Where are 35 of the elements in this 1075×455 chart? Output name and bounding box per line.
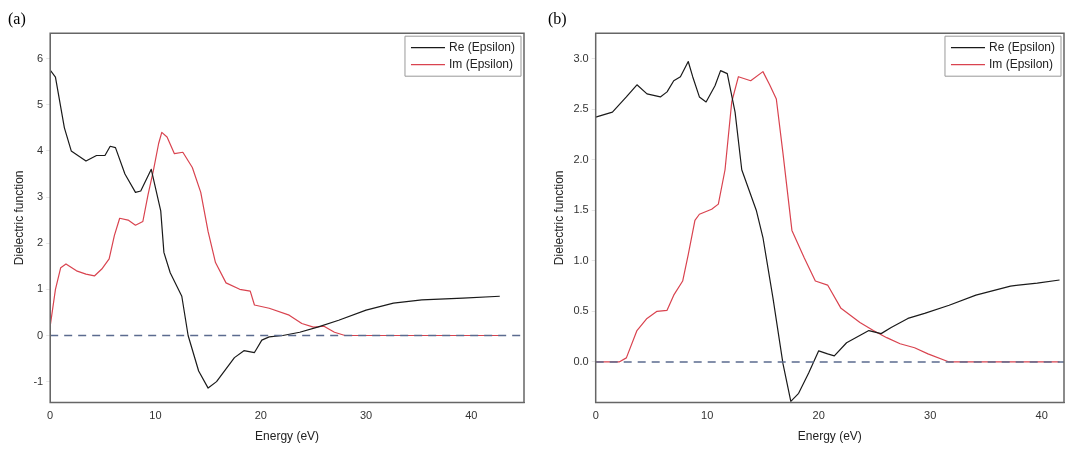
x-tick-label: 30: [359, 409, 373, 422]
x-tick-label: 20: [812, 409, 825, 422]
x-axis-title: Energy (eV): [255, 429, 320, 444]
x-tick-label: 40: [1035, 409, 1048, 422]
chart-title: (b): [548, 9, 567, 28]
y-tick-label: 1.5: [573, 203, 589, 216]
x-tick-label: 20: [254, 409, 267, 422]
y-tick-label: 0.0: [573, 354, 589, 367]
y-tick-label: 3.0: [573, 51, 589, 64]
y-tick-label: 3: [37, 190, 44, 203]
y-tick-label: 4: [37, 143, 44, 156]
y-tick-label: 6: [37, 51, 44, 64]
legend-label: Re (Epsilon): [448, 40, 516, 55]
x-axis-title: Energy (eV): [797, 429, 862, 444]
y-axis-title: Dielectric function: [551, 170, 566, 266]
y-tick-label: 2: [37, 236, 44, 249]
y-tick-label: 0.5: [573, 304, 589, 317]
y-tick-label: 2.5: [573, 102, 589, 115]
y-tick-label: 0: [37, 328, 44, 341]
x-tick-label: 40: [465, 409, 478, 422]
legend-label: Im (Epsilon): [988, 57, 1053, 72]
chart-title: (a): [8, 9, 26, 28]
x-tick-label: 0: [47, 409, 54, 422]
legend-label: Im (Epsilon): [448, 57, 513, 72]
x-tick-label: 10: [149, 409, 162, 422]
y-tick-label: -1: [33, 374, 44, 387]
y-axis-title: Dielectric function: [11, 170, 26, 266]
legend-label: Re (Epsilon): [988, 40, 1056, 55]
x-tick-label: 0: [592, 409, 599, 422]
x-tick-label: 30: [924, 409, 937, 422]
y-tick-label: 5: [37, 97, 44, 110]
y-tick-label: 1.0: [573, 253, 589, 266]
y-tick-label: 2.0: [573, 152, 589, 165]
x-tick-label: 10: [701, 409, 714, 422]
y-tick-label: 1: [37, 282, 44, 295]
